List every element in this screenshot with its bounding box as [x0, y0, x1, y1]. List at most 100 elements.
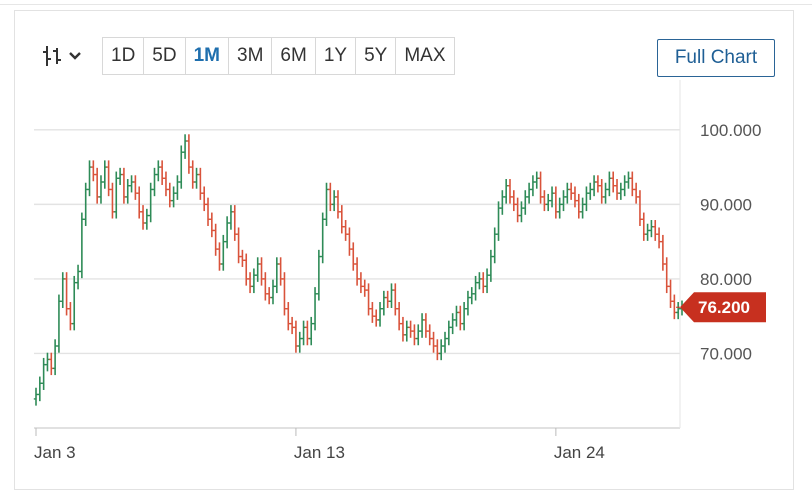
- range-6m[interactable]: 6M: [272, 38, 316, 74]
- ohlc-bars: [33, 134, 685, 406]
- ohlc-bar: [408, 320, 413, 338]
- ohlc-bar: [293, 320, 299, 353]
- ohlc-bar: [244, 253, 249, 286]
- chart-toolbar: 1D 5D 1M 3M 6M 1Y 5Y MAX: [40, 37, 455, 75]
- ohlc-bar: [626, 171, 631, 189]
- ohlc-bar: [465, 290, 471, 316]
- top-divider: [0, 4, 812, 5]
- ohlc-bar: [515, 197, 520, 223]
- ohlc-bar: [488, 249, 494, 282]
- range-selector: 1D 5D 1M 3M 6M 1Y 5Y MAX: [102, 37, 455, 75]
- ohlc-bar: [274, 257, 280, 294]
- ohlc-bar: [320, 212, 325, 264]
- ohlc-bar: [213, 223, 218, 256]
- ohlc-bar: [251, 268, 257, 294]
- ohlc-bar: [526, 182, 532, 204]
- ohlc-bar: [186, 134, 192, 174]
- range-5y[interactable]: 5Y: [356, 38, 397, 74]
- chevron-down-icon: [68, 51, 82, 61]
- ohlc-bar: [362, 279, 367, 297]
- ohlc-bar: [389, 283, 394, 308]
- last-price-badge: [680, 292, 766, 323]
- ohlc-bar: [110, 182, 115, 219]
- ohlc-bar: [656, 227, 662, 249]
- ohlc-bar: [198, 167, 203, 200]
- ohlc-bar: [148, 182, 153, 223]
- ohlc-bar: [416, 324, 421, 346]
- ohlc-bar: [630, 171, 635, 197]
- ohlc-bar: [385, 290, 390, 308]
- ohlc-bar: [637, 190, 643, 226]
- ohlc-bar: [133, 175, 138, 200]
- ohlc-bar: [270, 279, 276, 305]
- ohlc-bar: [576, 193, 581, 219]
- ohlc-bar: [316, 249, 322, 301]
- ohlc-bar: [595, 175, 601, 193]
- y-tick-label: 90.000: [700, 195, 752, 214]
- ohlc-bar: [507, 179, 513, 204]
- ohlc-bar: [209, 212, 215, 238]
- y-tick-label: 70.000: [700, 344, 752, 363]
- ohlc-bar: [473, 275, 478, 301]
- ohlc-bar: [339, 205, 344, 234]
- ohlc-bar: [266, 287, 272, 305]
- x-tick-label: Jan 3: [34, 443, 76, 462]
- ohlc-bar: [297, 331, 302, 353]
- ohlc-bar: [614, 179, 620, 200]
- ohlc-bar: [259, 257, 264, 286]
- ohlc-bar: [60, 272, 65, 308]
- ohlc-bar: [672, 294, 677, 320]
- x-axis-labels: Jan 3 Jan 13 Jan 24: [34, 428, 605, 462]
- range-5d[interactable]: 5D: [144, 38, 186, 74]
- ohlc-bar: [668, 279, 673, 308]
- ohlc-bar: [458, 305, 463, 331]
- ohlc-bar: [312, 287, 318, 331]
- ohlc-bar: [568, 182, 574, 200]
- ohlc-bar: [228, 205, 234, 230]
- y-tick-label: 80.000: [700, 270, 752, 289]
- ohlc-bar: [52, 339, 58, 376]
- ohlc-bar: [500, 190, 505, 215]
- ohlc-bar: [45, 352, 50, 372]
- ohlc-bar: [404, 320, 409, 342]
- ohlc-bar: [236, 227, 241, 264]
- ohlc-bar: [240, 249, 245, 267]
- ohlc-bar: [247, 272, 253, 294]
- full-chart-button[interactable]: Full Chart: [657, 39, 775, 77]
- ohlc-bar: [633, 182, 639, 204]
- ohlc-bar: [427, 324, 432, 346]
- ohlc-bar: [469, 287, 474, 305]
- ohlc-bar: [446, 320, 452, 346]
- range-3m[interactable]: 3M: [229, 38, 273, 74]
- ohlc-bar: [217, 242, 222, 271]
- ohlc-bar: [167, 182, 172, 208]
- ohlc-bar: [374, 309, 379, 327]
- chart-type-selector[interactable]: [40, 38, 96, 74]
- ohlc-bar: [331, 190, 337, 212]
- ohlc-bar: [393, 283, 398, 316]
- ohlc-bar: [542, 190, 547, 212]
- ohlc-bar: [49, 352, 54, 376]
- range-max[interactable]: MAX: [404, 45, 446, 66]
- ohlc-bar: [412, 324, 417, 346]
- range-1y[interactable]: 1Y: [316, 38, 357, 74]
- y-axis-labels: 100.000 90.000 80.000 70.000: [700, 121, 761, 364]
- ohlc-bar: [538, 171, 543, 204]
- ohlc-bar: [610, 171, 616, 193]
- ohlc-bar: [366, 283, 371, 316]
- ohlc-bar: [622, 175, 627, 197]
- ohlc-bar: [561, 190, 566, 212]
- ohlc-bar: [381, 290, 387, 316]
- ohlc-bar: [484, 268, 490, 294]
- ohlc-bar: [400, 316, 406, 342]
- ohlc-bar: [301, 320, 306, 346]
- ohlc-bar: [603, 182, 608, 204]
- ohlc-bar: [435, 339, 440, 361]
- range-1d[interactable]: 1D: [103, 38, 145, 74]
- range-1m[interactable]: 1M: [186, 38, 229, 74]
- ohlc-bar: [72, 275, 77, 331]
- ohlc-bar: [121, 167, 127, 204]
- ohlc-bar: [182, 134, 188, 159]
- ohlc-bar: [106, 160, 111, 197]
- ohlc-bar: [546, 193, 551, 212]
